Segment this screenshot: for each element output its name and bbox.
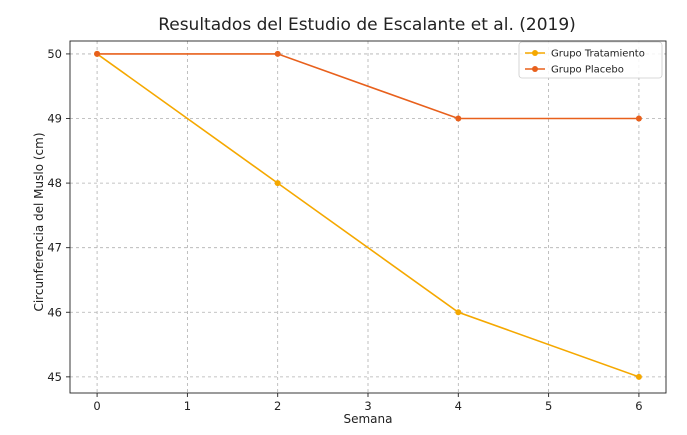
data-point-0-1 <box>274 180 281 187</box>
x-tick-label: 1 <box>184 399 191 413</box>
data-point-1-3 <box>635 115 642 122</box>
legend-label-1: Grupo Placebo <box>551 65 624 76</box>
series-layer <box>94 50 642 380</box>
x-axis-label: Semana <box>343 412 392 426</box>
y-tick-label: 47 <box>47 241 62 255</box>
data-point-1-0 <box>94 50 101 57</box>
x-tick-label: 3 <box>364 399 371 413</box>
x-tick-label: 5 <box>545 399 552 413</box>
y-tick-label: 49 <box>47 112 62 126</box>
series-line-1 <box>97 53 639 120</box>
data-point-0-3 <box>635 373 642 380</box>
y-tick-label: 48 <box>47 176 62 190</box>
legend-marker-1 <box>532 66 538 72</box>
y-axis-label: Circunferencia del Muslo (cm) <box>32 132 46 311</box>
legend: Grupo Tratamiento Grupo Placebo <box>518 41 663 79</box>
x-tick-label: 4 <box>455 399 462 413</box>
grid <box>70 41 666 393</box>
data-point-1-2 <box>455 115 462 122</box>
y-tick-label: 46 <box>47 305 62 319</box>
legend-marker-0 <box>532 50 538 56</box>
data-point-0-2 <box>455 309 462 316</box>
legend-label-0: Grupo Tratamiento <box>551 49 645 60</box>
y-tick-label: 50 <box>47 47 62 61</box>
x-tick-label: 6 <box>635 399 642 413</box>
y-tick-label: 45 <box>47 370 62 384</box>
chart-title: Resultados del Estudio de Escalante et a… <box>158 15 576 35</box>
data-point-1-1 <box>274 50 281 57</box>
x-tick-label: 0 <box>93 399 100 413</box>
legend-box <box>518 41 663 79</box>
series-line-0 <box>96 53 640 378</box>
x-tick-label: 2 <box>274 399 281 413</box>
